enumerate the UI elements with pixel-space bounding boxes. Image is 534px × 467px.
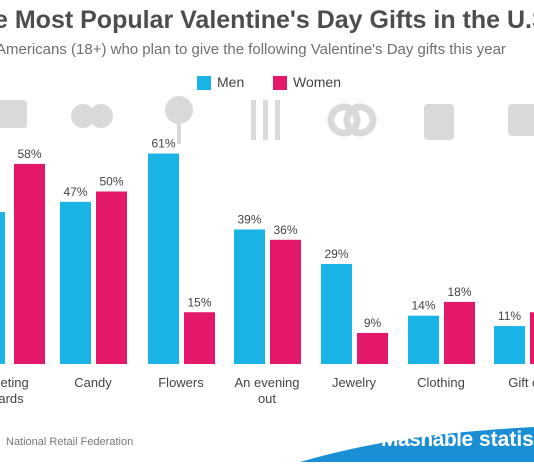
data-label-men: 11%: [498, 309, 521, 323]
chart-title: e Most Popular Valentine's Day Gifts in …: [0, 6, 534, 34]
category-label: Candy: [74, 375, 112, 390]
data-label-women: 58%: [17, 147, 41, 161]
data-label-women: 36%: [273, 223, 297, 237]
data-label-women: 50%: [99, 175, 123, 189]
legend-label-men: Men: [217, 74, 245, 90]
footer-band: [0, 405, 534, 462]
data-label-women: 18%: [447, 285, 471, 299]
rose-icon: [177, 122, 181, 144]
bar-men: [408, 315, 439, 364]
cutlery-icon: [275, 100, 280, 140]
chart-subtitle: Americans (18+) who plan to give the fol…: [0, 41, 506, 58]
rose-icon: [165, 96, 193, 124]
category-label: ards: [0, 391, 24, 406]
bar-women: [96, 191, 127, 364]
bar-women: [530, 312, 534, 364]
category-label: out: [258, 391, 276, 406]
data-label-men: 47%: [63, 185, 87, 199]
category-label: Jewelry: [332, 375, 377, 390]
source-note: National Retail Federation: [6, 436, 134, 448]
shirt-icon: [424, 104, 454, 140]
data-label-men: 61%: [151, 137, 175, 151]
legend-swatch-women: [273, 76, 287, 90]
cutlery-icon: [263, 100, 268, 140]
candy-hearts-icon: [71, 104, 95, 128]
category-label: eeting: [0, 375, 29, 390]
bar-women: [444, 301, 475, 364]
bar-women: [270, 239, 301, 364]
category-label: An evening: [234, 375, 299, 390]
bar-women: [357, 332, 388, 364]
greeting-card-icon: [0, 100, 27, 128]
category-label: Flowers: [158, 375, 204, 390]
brand-logo: Mashable: [381, 428, 473, 451]
legend-swatch-men: [197, 76, 211, 90]
data-label-men: 14%: [411, 299, 435, 313]
bar-men: [321, 263, 352, 364]
data-label-men: 29%: [324, 247, 348, 261]
legend-label-women: Women: [293, 74, 341, 90]
bar-men: [0, 212, 5, 364]
bar-men: [234, 229, 265, 364]
category-label: Gift ca: [508, 375, 534, 390]
data-label-women: 9%: [364, 316, 382, 330]
rings-icon: [327, 103, 361, 137]
bar-men: [148, 153, 179, 364]
candy-hearts-icon: [89, 104, 113, 128]
gift-card-icon: [508, 104, 534, 136]
cutlery-icon: [251, 100, 256, 140]
bar-men: [60, 201, 91, 364]
category-label: Clothing: [417, 375, 465, 390]
data-label-men: 39%: [237, 212, 261, 226]
brand-logo-statista: statis: [479, 428, 534, 451]
rings-icon: [343, 103, 377, 137]
bar-men: [494, 326, 525, 364]
data-label-women: 15%: [187, 295, 211, 309]
bar-women: [14, 163, 45, 364]
bar-women: [184, 312, 215, 364]
